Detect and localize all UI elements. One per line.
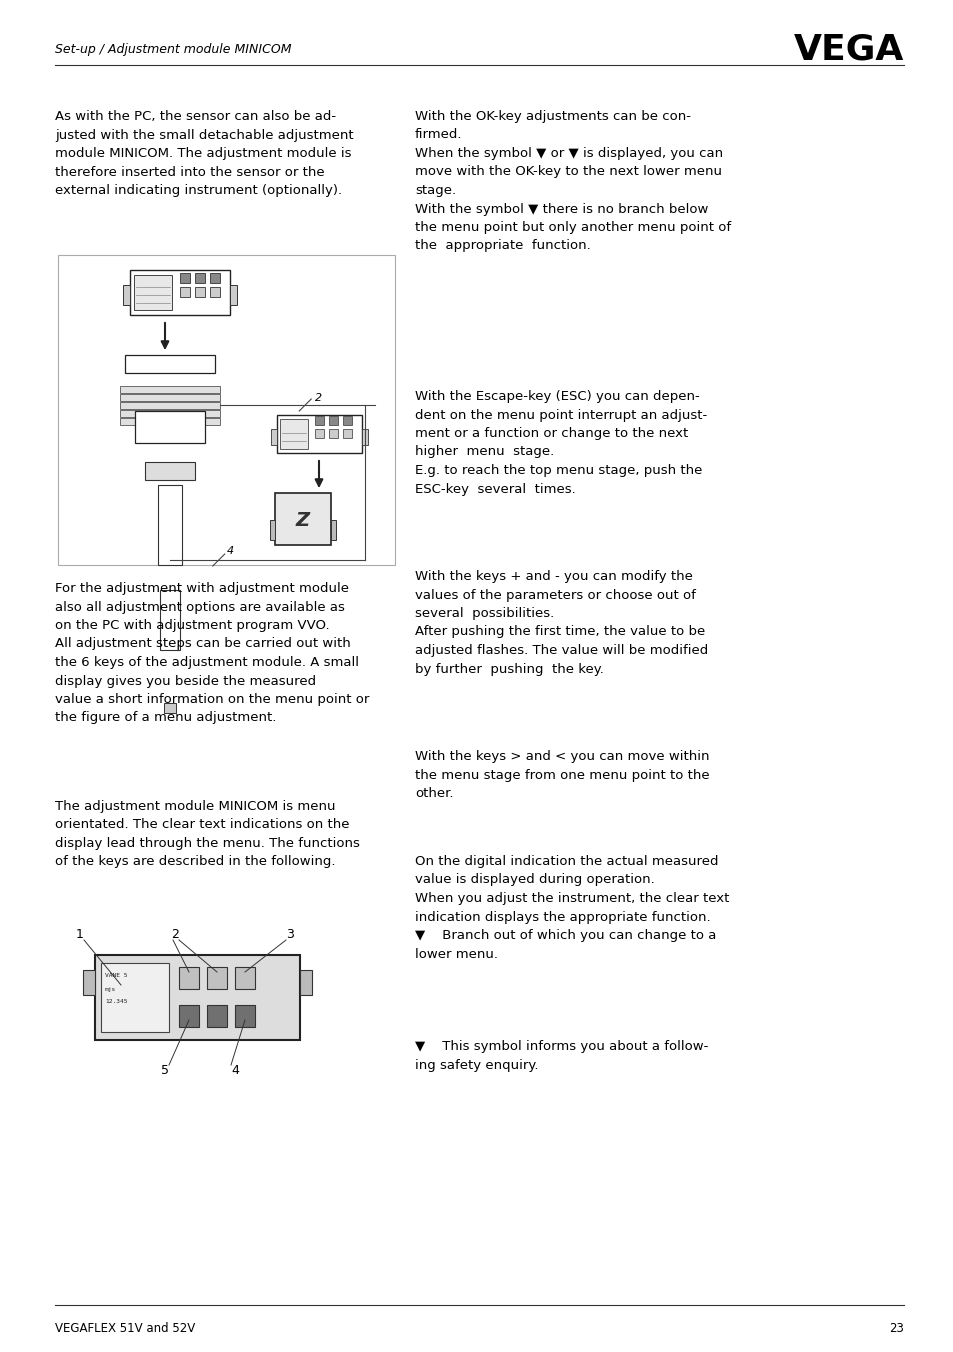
Bar xyxy=(314,429,324,438)
Bar xyxy=(280,419,308,449)
Text: 5: 5 xyxy=(161,1064,169,1076)
Text: Set-up / Adjustment module MINICOM: Set-up / Adjustment module MINICOM xyxy=(55,43,292,57)
Bar xyxy=(145,462,194,480)
Text: The adjustment module MINICOM is menu
orientated. The clear text indications on : The adjustment module MINICOM is menu or… xyxy=(55,800,359,868)
Bar xyxy=(270,521,274,539)
Text: With the Escape-key (ESC) you can depen-
dent on the menu point interrupt an adj: With the Escape-key (ESC) you can depen-… xyxy=(415,389,706,495)
Bar xyxy=(361,429,368,445)
Text: 23: 23 xyxy=(888,1321,903,1334)
Text: With the keys > and < you can move within
the menu stage from one menu point to : With the keys > and < you can move withi… xyxy=(415,750,709,800)
Bar xyxy=(123,285,130,306)
Text: With the OK-key adjustments can be con-
firmed.
When the symbol ▼ or ▼ is displa: With the OK-key adjustments can be con- … xyxy=(415,110,730,253)
Text: 1: 1 xyxy=(76,929,84,941)
Bar xyxy=(194,273,205,283)
Bar xyxy=(194,287,205,297)
Bar xyxy=(234,967,254,990)
Bar xyxy=(120,418,220,425)
Bar xyxy=(343,429,352,438)
Bar xyxy=(179,967,199,990)
Text: VEGA: VEGA xyxy=(793,32,903,68)
Text: Z: Z xyxy=(295,511,310,530)
Bar xyxy=(343,416,352,425)
Text: VANE 5: VANE 5 xyxy=(105,973,128,977)
Bar xyxy=(58,256,395,565)
Bar xyxy=(95,955,299,1040)
Bar xyxy=(230,285,236,306)
Bar xyxy=(299,969,312,995)
Text: 4: 4 xyxy=(231,1064,238,1076)
Bar xyxy=(207,1005,227,1028)
Bar xyxy=(133,274,172,310)
Bar xyxy=(234,1005,254,1028)
Bar xyxy=(130,270,230,315)
Bar xyxy=(331,521,335,539)
Bar xyxy=(276,415,361,453)
Bar xyxy=(120,393,220,402)
Bar xyxy=(101,963,169,1032)
Text: For the adjustment with adjustment module
also all adjustment options are availa: For the adjustment with adjustment modul… xyxy=(55,581,369,725)
Bar xyxy=(207,967,227,990)
Bar xyxy=(180,273,190,283)
Bar xyxy=(274,493,331,545)
Text: On the digital indication the actual measured
value is displayed during operatio: On the digital indication the actual mea… xyxy=(415,854,729,960)
Bar xyxy=(329,416,337,425)
Bar xyxy=(120,387,220,393)
Bar xyxy=(210,273,220,283)
Text: 2: 2 xyxy=(171,929,179,941)
Bar xyxy=(164,703,175,713)
Bar xyxy=(135,411,205,443)
Text: 2: 2 xyxy=(314,393,322,403)
Text: 4: 4 xyxy=(227,546,233,556)
Text: mjs: mjs xyxy=(105,987,116,992)
Text: VEGAFLEX 51V and 52V: VEGAFLEX 51V and 52V xyxy=(55,1321,195,1334)
Bar xyxy=(83,969,95,995)
Bar xyxy=(271,429,276,445)
Bar xyxy=(180,287,190,297)
Bar xyxy=(160,589,180,650)
Bar xyxy=(120,410,220,416)
Bar xyxy=(125,356,214,373)
Bar xyxy=(179,1005,199,1028)
Text: As with the PC, the sensor can also be ad-
justed with the small detachable adju: As with the PC, the sensor can also be a… xyxy=(55,110,354,197)
Bar xyxy=(120,402,220,410)
Bar xyxy=(210,287,220,297)
Text: 3: 3 xyxy=(286,929,294,941)
Text: 12.345: 12.345 xyxy=(105,999,128,1005)
Text: With the keys + and - you can modify the
values of the parameters or choose out : With the keys + and - you can modify the… xyxy=(415,571,707,676)
Bar xyxy=(314,416,324,425)
Bar xyxy=(158,485,182,565)
Bar xyxy=(329,429,337,438)
Text: ▼    This symbol informs you about a follow-
ing safety enquiry.: ▼ This symbol informs you about a follow… xyxy=(415,1040,708,1072)
